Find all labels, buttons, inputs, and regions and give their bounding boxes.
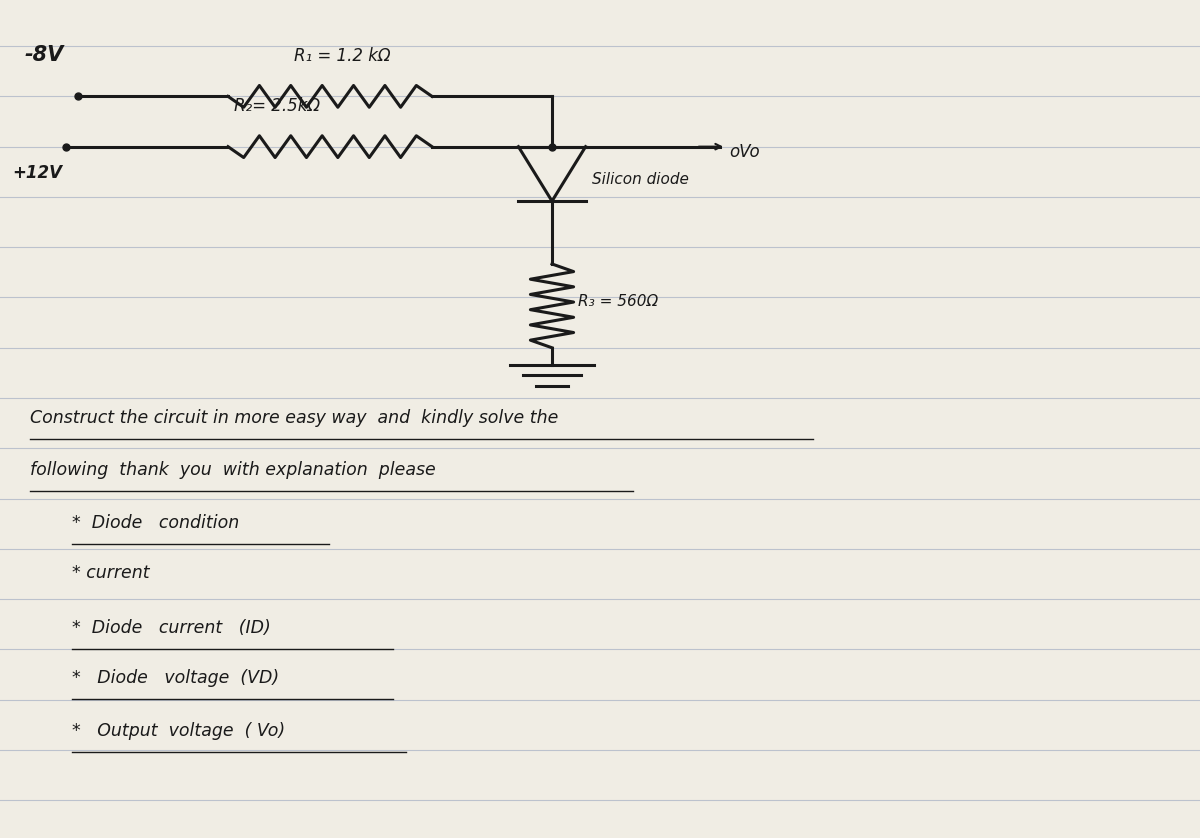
- Text: R₂= 2.5kΩ: R₂= 2.5kΩ: [234, 97, 320, 116]
- Text: -8V: -8V: [24, 45, 64, 65]
- Text: *  Diode   condition: * Diode condition: [72, 514, 239, 532]
- Text: *   Diode   voltage  (VD): * Diode voltage (VD): [72, 669, 280, 687]
- Text: *   Output  voltage  ( Vo): * Output voltage ( Vo): [72, 722, 286, 740]
- Text: Silicon diode: Silicon diode: [592, 172, 689, 187]
- Text: Construct the circuit in more easy way  and  kindly solve the: Construct the circuit in more easy way a…: [30, 409, 558, 427]
- Text: *  Diode   current   (ID): * Diode current (ID): [72, 618, 271, 637]
- Text: following  thank  you  with explanation  please: following thank you with explanation ple…: [30, 461, 436, 479]
- Text: oVo: oVo: [730, 142, 761, 161]
- Text: R₃ = 560Ω: R₃ = 560Ω: [578, 294, 659, 309]
- Text: * current: * current: [72, 564, 150, 582]
- Text: +12V: +12V: [12, 164, 62, 183]
- Text: R₁ = 1.2 kΩ: R₁ = 1.2 kΩ: [294, 47, 391, 65]
